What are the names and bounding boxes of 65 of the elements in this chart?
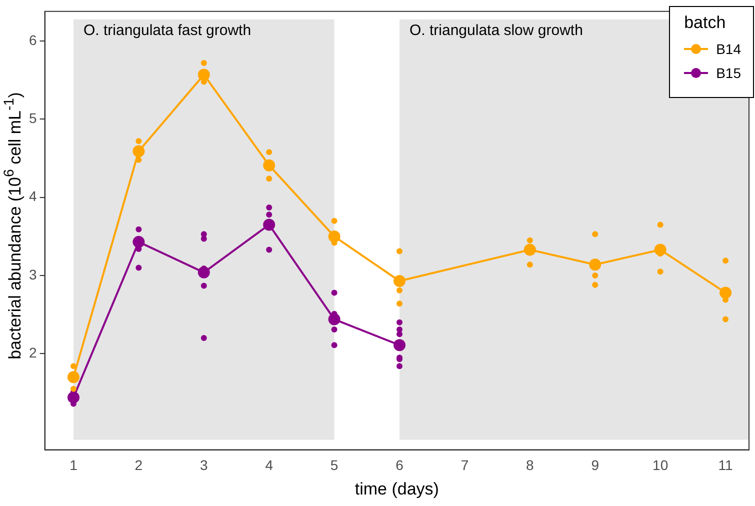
point: [394, 275, 406, 288]
x-tick-label: 5: [330, 457, 338, 474]
point: [200, 335, 207, 342]
point: [396, 287, 402, 294]
x-tick-label: 3: [200, 457, 208, 474]
point: [266, 204, 272, 211]
x-tick-label: 8: [526, 457, 534, 474]
point: [266, 176, 272, 182]
x-tick-label: 7: [460, 457, 469, 474]
legend-label: B15: [716, 65, 741, 81]
point: [396, 363, 402, 370]
point: [592, 272, 598, 279]
point: [396, 319, 402, 326]
x-axis-title: time (days): [354, 479, 439, 498]
legend-title: batch: [684, 13, 727, 33]
point: [67, 371, 80, 384]
point: [396, 248, 402, 254]
x-tick-label: 9: [591, 457, 600, 474]
point: [331, 326, 338, 332]
x-tick-label: 2: [134, 457, 143, 474]
point: [589, 258, 602, 271]
point: [396, 331, 402, 338]
y-tick-label: 5: [28, 110, 37, 126]
point: [200, 60, 207, 66]
point: [331, 290, 338, 296]
point: [263, 159, 276, 172]
point: [394, 339, 406, 352]
point: [592, 282, 598, 288]
y-tick-label: 2: [28, 344, 37, 361]
x-tick-label: 11: [718, 457, 733, 474]
point: [266, 212, 272, 218]
x-tick-label: 1: [70, 457, 78, 474]
band-label: O. triangulata slow growth: [410, 22, 583, 40]
y-tick-label: 3: [28, 266, 37, 282]
point: [266, 149, 272, 156]
point: [657, 222, 664, 228]
point: [132, 236, 145, 248]
point: [331, 218, 338, 224]
point: [263, 218, 276, 231]
point: [70, 363, 76, 370]
point: [198, 68, 210, 81]
point: [136, 138, 142, 144]
point: [524, 244, 536, 256]
point: [136, 226, 142, 232]
point: [592, 231, 598, 238]
point: [70, 386, 76, 392]
y-tick-label: 4: [28, 188, 37, 204]
point: [720, 286, 732, 299]
point: [136, 264, 142, 271]
y-tick-label: 6: [28, 32, 37, 48]
point: [266, 246, 272, 253]
band-label: O. triangulata fast growth: [83, 22, 252, 40]
point: [657, 268, 664, 275]
point: [722, 316, 729, 322]
point: [722, 258, 729, 264]
x-tick-label: 4: [265, 457, 274, 474]
point: [132, 145, 145, 158]
x-tick-label: 6: [396, 457, 404, 474]
point: [331, 342, 338, 348]
point: [396, 300, 402, 307]
x-tick-label: 10: [652, 457, 668, 474]
legend-label: B14: [716, 41, 741, 57]
point: [200, 282, 207, 289]
point: [526, 262, 533, 268]
point: [526, 237, 533, 244]
